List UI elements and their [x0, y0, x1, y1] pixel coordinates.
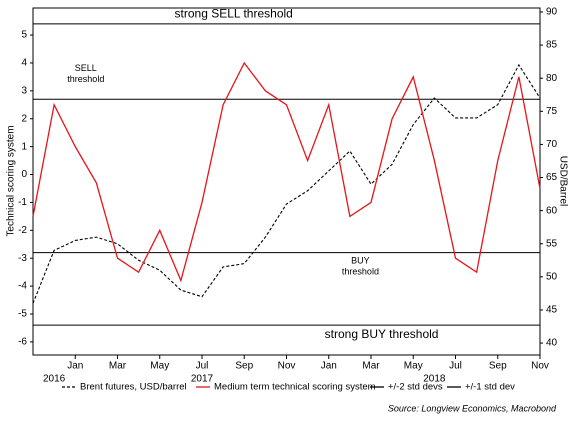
y-tick-label: -4 [18, 281, 27, 292]
y2-tick-label: 90 [546, 7, 558, 18]
y-tick-label: -5 [18, 309, 27, 320]
x-tick-label: May [404, 361, 423, 372]
y-tick-label: 0 [21, 169, 27, 180]
x-tick-label: Jul [449, 361, 462, 372]
y2-tick-label: 65 [546, 172, 558, 183]
series-line [32, 63, 541, 304]
legend-label: +/-2 std devs [388, 382, 443, 393]
legend-label: Medium term technical scoring system [214, 382, 376, 393]
x-tick-label: Mar [109, 361, 127, 372]
y2-tick-label: 40 [546, 338, 558, 349]
x-tick-label: Mar [362, 361, 380, 372]
annotation: threshold [67, 74, 104, 84]
y2-axis-title: USD/Barrel [557, 156, 568, 207]
y-tick-label: 2 [21, 113, 27, 124]
plot-frame [32, 7, 541, 356]
annotation: SELL [75, 63, 97, 73]
y2-tick-label: 60 [546, 205, 558, 216]
source: Source: Longview Economics, Macrobond [388, 403, 557, 413]
y2-tick-label: 85 [546, 40, 558, 51]
y2-tick-label: 75 [546, 106, 558, 117]
x-tick-label: Nov [531, 361, 549, 372]
y-tick-label: 1 [21, 141, 27, 152]
y2-tick-label: 70 [546, 139, 558, 150]
series-line [32, 61, 541, 283]
y-tick-label: -6 [18, 337, 27, 348]
y-tick-label: 3 [21, 85, 27, 96]
legend-label: Brent futures, USD/barrel [80, 382, 187, 393]
x-tick-label: Sep [235, 361, 253, 372]
y-tick-label: 4 [21, 58, 27, 69]
year-label: 2016 [43, 374, 66, 385]
x-tick-label: Sep [489, 361, 507, 372]
year-label: 2018 [423, 374, 446, 385]
x-tick-label: May [150, 361, 169, 372]
annotation: strong SELL threshold [175, 6, 293, 20]
y-axis-title: Technical scoring system [6, 125, 17, 236]
y-tick-label: -1 [18, 197, 27, 208]
y2-tick-label: 50 [546, 271, 558, 282]
y-tick-label: -3 [18, 253, 27, 264]
y-tick-label: 5 [21, 30, 27, 41]
annotation: BUY [351, 255, 370, 265]
y2-tick-label: 55 [546, 238, 558, 249]
y2-tick-label: 45 [546, 305, 558, 316]
legend-label: +/-1 std dev [465, 382, 515, 393]
x-tick-label: Jan [67, 361, 83, 372]
year-label: 2017 [191, 374, 214, 385]
annotation: threshold [342, 266, 379, 276]
x-tick-label: Jan [321, 361, 337, 372]
y2-tick-label: 80 [546, 73, 558, 84]
annotation: strong BUY threshold [325, 327, 439, 341]
y-tick-label: -2 [18, 225, 27, 236]
x-tick-label: Nov [278, 361, 296, 372]
x-tick-label: Jul [196, 361, 209, 372]
